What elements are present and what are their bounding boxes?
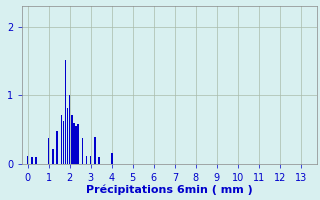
Bar [71, 115, 73, 164]
Bar [60, 115, 62, 164]
Bar [99, 157, 100, 164]
Bar [65, 60, 66, 164]
Bar [48, 138, 49, 164]
X-axis label: Précipitations 6min ( mm ): Précipitations 6min ( mm ) [86, 184, 253, 195]
Bar [90, 156, 92, 164]
Bar [111, 153, 113, 164]
Bar [86, 156, 87, 164]
Bar [63, 121, 64, 164]
Bar [31, 157, 33, 164]
Bar [77, 124, 79, 164]
Bar [52, 149, 54, 164]
Bar [73, 123, 75, 164]
Bar [56, 131, 58, 164]
Bar [94, 137, 96, 164]
Bar [67, 108, 68, 164]
Bar [75, 126, 77, 164]
Bar [69, 95, 70, 164]
Bar [27, 156, 28, 164]
Bar [82, 138, 83, 164]
Bar [35, 157, 37, 164]
